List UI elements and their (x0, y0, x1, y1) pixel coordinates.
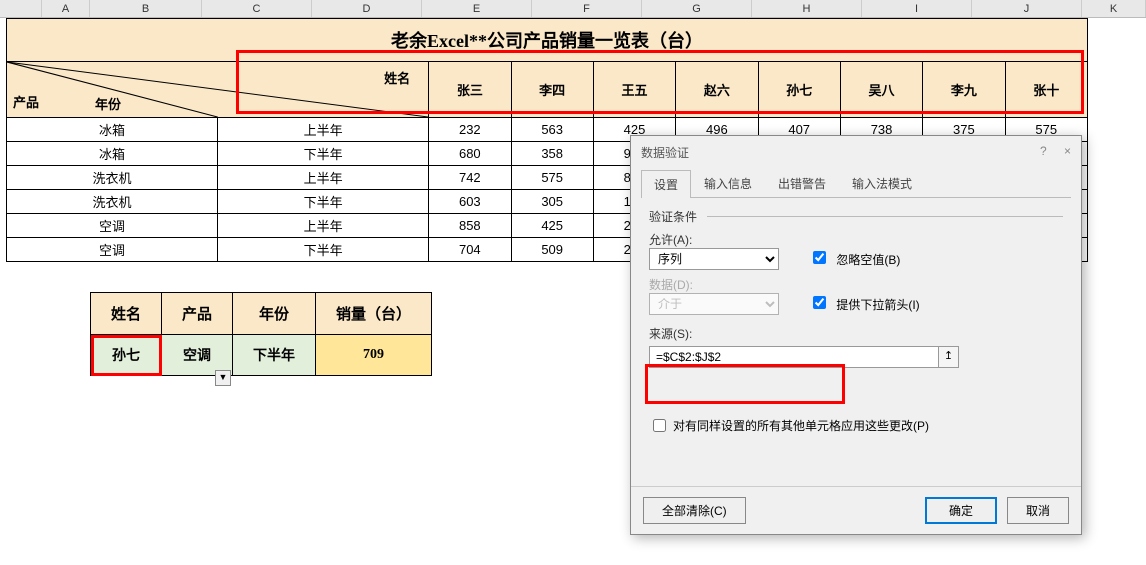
value-cell: 358 (511, 142, 593, 166)
diag-label-name: 姓名 (384, 68, 410, 87)
data-label: 数据(D): (649, 276, 719, 293)
product-cell: 空调 (7, 238, 218, 262)
name-header: 张三 (429, 62, 511, 118)
value-cell: 680 (429, 142, 511, 166)
name-header: 王五 (593, 62, 675, 118)
source-label: 来源(S): (649, 325, 1063, 342)
product-cell: 冰箱 (7, 118, 218, 142)
allow-select[interactable]: 序列 (649, 248, 779, 270)
name-header: 李四 (511, 62, 593, 118)
dialog-tab[interactable]: 输入法模式 (839, 169, 925, 197)
period-cell: 上半年 (218, 166, 429, 190)
period-cell: 上半年 (218, 118, 429, 142)
value-cell: 603 (429, 190, 511, 214)
table-title: 老余Excel**公司产品销量一览表（台） (7, 19, 1088, 62)
ignore-blank-checkbox[interactable] (813, 251, 826, 264)
period-cell: 上半年 (218, 214, 429, 238)
name-header: 李九 (923, 62, 1005, 118)
help-icon[interactable]: ? (1040, 144, 1047, 158)
value-cell: 563 (511, 118, 593, 142)
lookup-table: 姓名产品年份销量（台） 孙七空调下半年709 (90, 292, 432, 376)
product-cell: 冰箱 (7, 142, 218, 166)
dialog-tabs: 设置输入信息出错警告输入法模式 (641, 169, 1071, 198)
allow-label: 允许(A): (649, 231, 719, 248)
period-cell: 下半年 (218, 190, 429, 214)
ok-button[interactable]: 确定 (925, 497, 997, 524)
lookup-value: 709 (316, 335, 432, 376)
lookup-header: 产品 (162, 293, 233, 335)
dialog-titlebar: 数据验证 ? × (631, 136, 1081, 169)
dialog-tab[interactable]: 出错警告 (765, 169, 839, 197)
value-cell: 575 (511, 166, 593, 190)
value-cell: 425 (511, 214, 593, 238)
lookup-value[interactable]: 孙七 (91, 335, 162, 376)
value-cell: 509 (511, 238, 593, 262)
name-header: 张十 (1005, 62, 1087, 118)
dialog-tab[interactable]: 输入信息 (691, 169, 765, 197)
validation-section-label: 验证条件 (649, 208, 1063, 225)
cancel-button[interactable]: 取消 (1007, 497, 1069, 524)
product-cell: 空调 (7, 214, 218, 238)
lookup-header: 年份 (233, 293, 316, 335)
lookup-header: 姓名 (91, 293, 162, 335)
ignore-blank-label: 忽略空值(B) (836, 253, 900, 267)
dropdown-icon[interactable]: ▼ (215, 370, 231, 386)
period-cell: 下半年 (218, 238, 429, 262)
value-cell: 704 (429, 238, 511, 262)
data-validation-dialog: 数据验证 ? × 设置输入信息出错警告输入法模式 验证条件 允许(A): 序列 … (630, 135, 1082, 535)
source-input[interactable] (650, 348, 938, 366)
dialog-tab[interactable]: 设置 (641, 170, 691, 198)
dropdown-arrow-checkbox[interactable] (813, 296, 826, 309)
product-cell: 洗衣机 (7, 166, 218, 190)
lookup-header: 销量（台） (316, 293, 432, 335)
diag-label-year: 年份 (95, 94, 121, 113)
name-header: 孙七 (758, 62, 840, 118)
diag-label-product: 产品 (13, 92, 39, 111)
value-cell: 742 (429, 166, 511, 190)
close-icon[interactable]: × (1064, 144, 1071, 158)
diagonal-header-cell: 姓名 年份 产品 (7, 62, 429, 118)
value-cell: 232 (429, 118, 511, 142)
period-cell: 下半年 (218, 142, 429, 166)
value-cell: 858 (429, 214, 511, 238)
apply-all-label: 对有同样设置的所有其他单元格应用这些更改(P) (673, 417, 929, 434)
lookup-value[interactable]: 下半年 (233, 335, 316, 376)
name-header: 吴八 (840, 62, 922, 118)
value-cell: 305 (511, 190, 593, 214)
column-headers: ABCDEFGHIJK (0, 0, 1146, 18)
apply-all-checkbox[interactable] (653, 419, 666, 432)
dialog-title: 数据验证 (641, 144, 689, 161)
product-cell: 洗衣机 (7, 190, 218, 214)
name-header: 赵六 (676, 62, 758, 118)
range-picker-icon[interactable]: ↥ (938, 347, 958, 367)
clear-all-button[interactable]: 全部清除(C) (643, 497, 746, 524)
data-select: 介于 (649, 293, 779, 315)
dropdown-arrow-label: 提供下拉箭头(I) (836, 298, 919, 312)
